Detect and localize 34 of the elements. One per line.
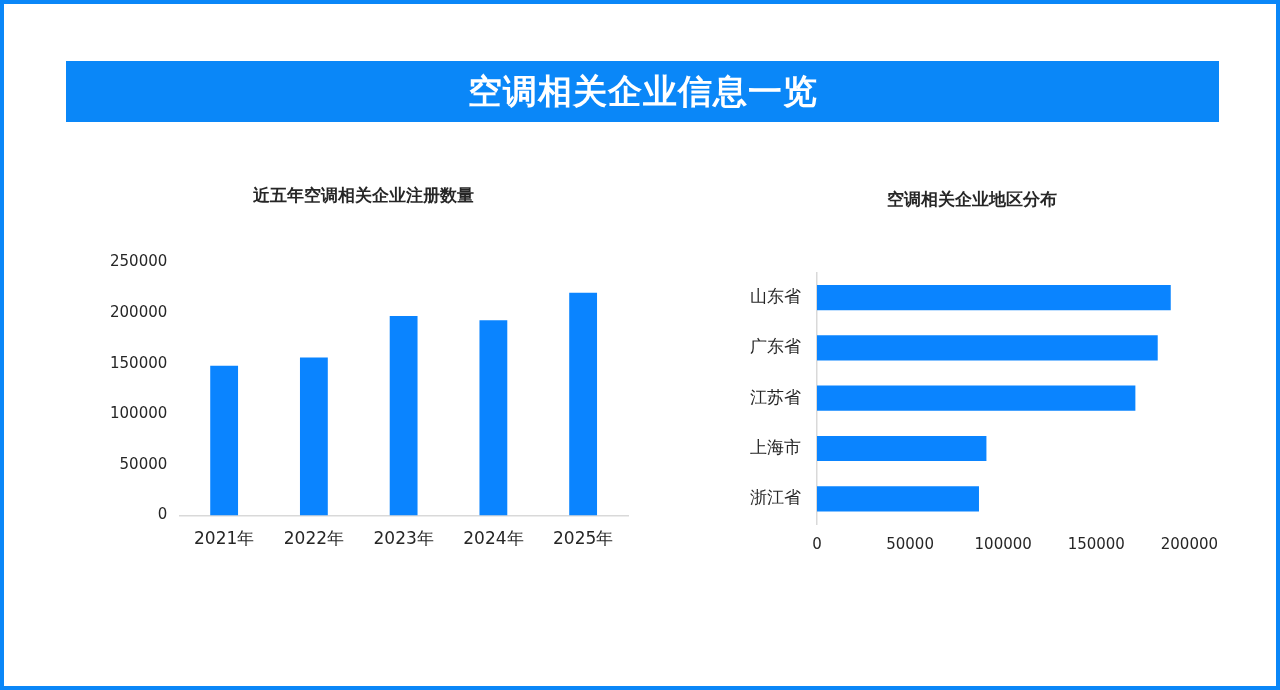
bar	[817, 385, 1136, 411]
x-tick-label: 50000	[886, 534, 934, 553]
bar	[210, 365, 239, 516]
x-tick-label: 2021年	[194, 528, 255, 549]
chart-title: 近五年空调相关企业注册数量	[251, 184, 474, 205]
x-tick-label: 2024年	[463, 528, 524, 549]
x-tick-label: 2023年	[373, 528, 434, 549]
bar	[479, 320, 508, 516]
bar	[817, 486, 979, 512]
bar	[817, 335, 1158, 361]
bar	[299, 357, 328, 516]
bar	[569, 292, 598, 516]
x-tick-label: 200000	[1160, 534, 1218, 553]
y-tick-label: 0	[157, 505, 168, 524]
y-tick-label: 100000	[110, 404, 168, 423]
y-tick-label: 250000	[110, 252, 168, 271]
y-tick-label: 浙江省	[750, 487, 801, 508]
x-tick-label: 150000	[1067, 534, 1125, 553]
x-tick-label: 2025年	[552, 528, 614, 549]
bar	[389, 316, 418, 516]
y-tick-label: 50000	[119, 454, 168, 473]
y-tick-label: 山东省	[750, 285, 801, 306]
chart-title: 空调相关企业地区分布	[887, 188, 1057, 209]
y-tick-label: 上海市	[750, 436, 801, 457]
bar	[817, 435, 987, 462]
x-tick-label: 100000	[974, 534, 1032, 553]
y-tick-label: 广东省	[750, 336, 801, 357]
y-tick-label: 200000	[110, 302, 168, 321]
x-tick-label: 2022年	[283, 528, 345, 549]
x-tick-label: 0	[812, 534, 822, 553]
y-tick-label: 150000	[110, 353, 168, 372]
y-tick-label: 江苏省	[750, 386, 801, 407]
bar	[817, 284, 1171, 311]
text: 空调相关企业信息一览	[467, 69, 818, 113]
